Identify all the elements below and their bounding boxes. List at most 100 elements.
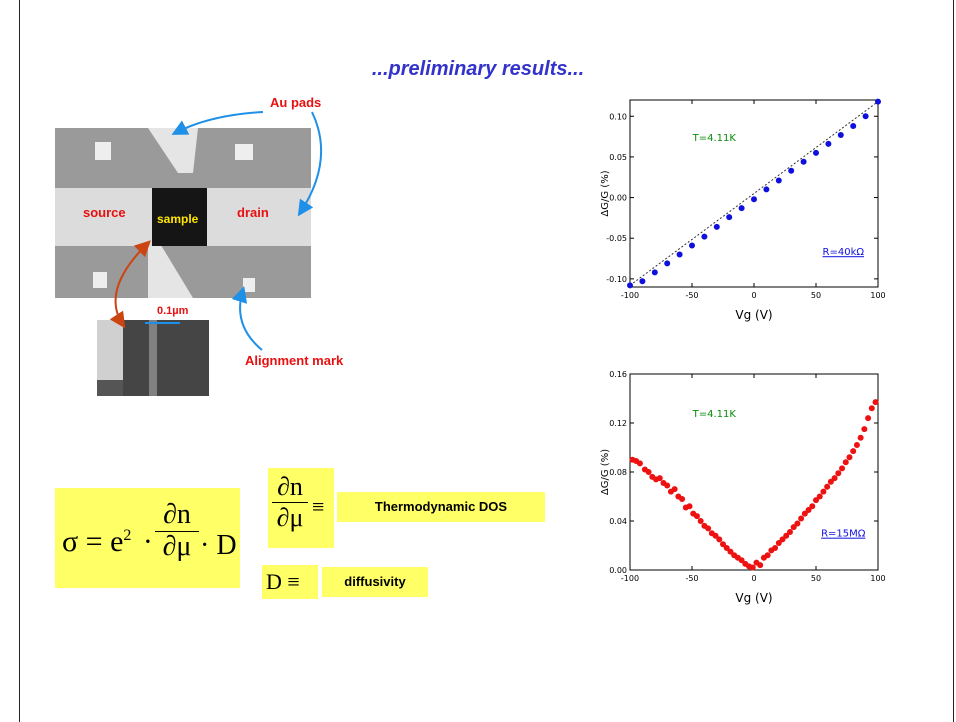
data-point	[749, 564, 756, 571]
scale-label: 0.1µm	[157, 305, 189, 317]
fraction-num: ∂n	[163, 499, 191, 530]
formula-main: σ = e2 ·	[62, 525, 157, 559]
data-point	[775, 540, 782, 547]
x-axis-label: Vg (V)	[735, 308, 772, 322]
data-point	[798, 515, 805, 522]
y-tick-label: 0.12	[609, 419, 627, 428]
slide-title: ...preliminary results...	[371, 58, 585, 80]
data-point	[820, 488, 827, 495]
data-point	[794, 520, 801, 527]
x-tick-label: -100	[621, 574, 639, 583]
drain-label: drain	[237, 205, 269, 220]
data-point	[868, 405, 875, 412]
data-point	[639, 278, 646, 285]
data-point	[679, 495, 686, 502]
data-point	[831, 475, 838, 482]
data-point	[738, 557, 745, 564]
data-point	[772, 544, 779, 551]
data-point	[786, 529, 793, 536]
data-point	[693, 513, 700, 520]
data-point	[686, 503, 693, 510]
data-point	[664, 260, 671, 267]
data-point	[720, 541, 726, 548]
data-point	[689, 242, 695, 249]
resistance-annotation: R=40kΩ	[823, 247, 865, 258]
x-tick-label: -50	[685, 291, 698, 300]
sem-inset	[97, 320, 209, 396]
y-tick-label: 0.04	[609, 517, 627, 526]
chart-blue: -100 -50 0 50 100 -0.10 -0.05 0.00 0.05 0.10 T=4.1…	[600, 98, 886, 322]
data-point	[779, 536, 786, 543]
data-point	[705, 525, 712, 532]
diff-label: diffusivity	[322, 567, 428, 597]
data-point	[701, 233, 708, 240]
data-point	[664, 482, 671, 489]
temperature-annotation: T=4.11K	[692, 133, 737, 144]
y-tick-label: -0.05	[606, 234, 627, 243]
y-tick-label: 0.08	[609, 468, 627, 477]
formula-main-tail: · D	[200, 530, 237, 561]
data-point	[697, 518, 704, 524]
data-point	[862, 113, 869, 120]
data-point	[805, 506, 812, 513]
y-tick-label: -0.10	[606, 275, 627, 284]
data-point	[788, 167, 795, 174]
formula-dot: ·	[142, 525, 153, 558]
dos-den: ∂μ	[272, 501, 308, 533]
y-tick-label: 0.00	[609, 566, 627, 575]
data-point	[839, 465, 846, 472]
data-point	[671, 486, 678, 493]
source-label: source	[83, 205, 126, 220]
x-tick-label: 100	[870, 291, 885, 300]
data-point	[636, 460, 643, 467]
x-tick-label: 50	[811, 291, 821, 300]
zoom-arrow	[109, 240, 151, 329]
data-point	[861, 426, 868, 433]
data-point	[763, 186, 770, 193]
data-point	[645, 469, 652, 475]
data-point	[824, 483, 831, 490]
data-point	[813, 497, 819, 504]
x-tick-label: 0	[751, 291, 756, 300]
data-point	[850, 448, 857, 455]
x-tick-label: -100	[621, 291, 639, 300]
data-point	[850, 123, 857, 130]
data-point	[726, 214, 733, 221]
formula-main-fraction: ∂n ∂μ	[155, 499, 199, 563]
sample-label: sample	[157, 212, 199, 226]
temperature-annotation: T=4.11K	[692, 409, 737, 420]
data-point	[801, 510, 808, 517]
data-point	[757, 562, 764, 569]
data-point	[751, 196, 757, 203]
alignment-mark-label: Alignment mark	[245, 353, 344, 368]
fraction-den: ∂μ	[155, 530, 199, 563]
data-point	[676, 251, 683, 258]
y-tick-label: 0.16	[609, 370, 627, 379]
formula-dos-box	[268, 468, 334, 548]
data-point	[790, 524, 797, 531]
data-point	[825, 140, 832, 147]
formula-sigma: σ = e	[62, 525, 124, 558]
x-tick-label: 0	[751, 574, 756, 583]
data-point	[651, 269, 658, 276]
dos-num: ∂n	[277, 472, 303, 501]
alignment-arrow	[231, 286, 263, 351]
data-point	[875, 98, 881, 105]
data-point	[837, 131, 844, 138]
data-point	[857, 434, 864, 441]
data-point	[809, 503, 816, 510]
au-pads-label: Au pads	[270, 95, 322, 110]
formula-exp: 2	[123, 527, 132, 544]
formula-dos-fraction: ∂n ∂μ	[272, 472, 308, 533]
sem-micrograph	[55, 128, 311, 298]
y-tick-label: 0.00	[609, 194, 627, 203]
x-tick-label: 100	[870, 574, 885, 583]
y-tick-label: 0.05	[609, 153, 627, 162]
data-point	[656, 475, 663, 482]
data-point	[727, 548, 734, 555]
data-point	[835, 470, 842, 477]
x-tick-label: -50	[685, 574, 698, 583]
data-point	[842, 459, 849, 466]
data-point	[723, 544, 730, 551]
trend-line	[629, 101, 879, 286]
